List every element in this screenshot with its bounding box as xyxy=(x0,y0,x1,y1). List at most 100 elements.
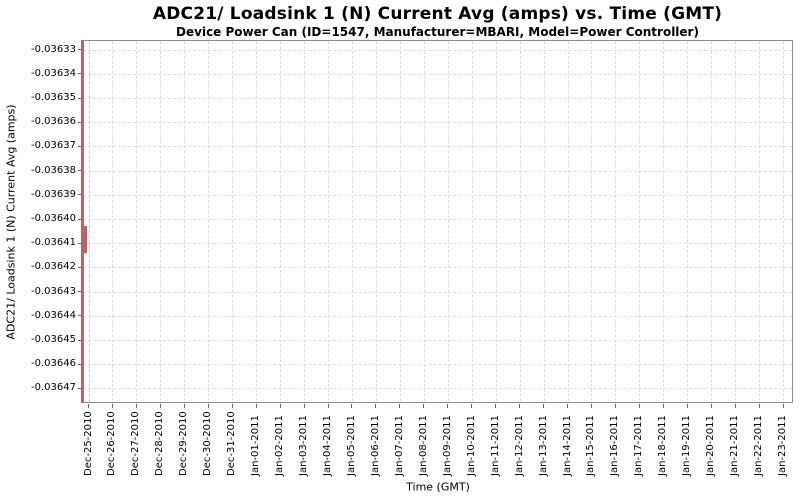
x-tick-label: Jan-18-2011 xyxy=(657,415,669,476)
x-tick-mark xyxy=(734,404,736,408)
y-tick-mark xyxy=(78,291,82,293)
x-tick-label: Jan-04-2011 xyxy=(322,415,333,476)
grid-line-v xyxy=(328,41,329,402)
plot-area xyxy=(82,40,793,403)
x-tick-mark xyxy=(447,404,449,408)
series-line xyxy=(81,40,84,403)
x-tick-label: Dec-25-2010 xyxy=(82,411,94,476)
x-tick-mark xyxy=(351,404,353,408)
x-axis-title: Time (GMT) xyxy=(406,480,470,494)
grid-line-h xyxy=(83,219,792,221)
x-tick-mark xyxy=(782,404,784,408)
grid-line-v xyxy=(495,41,497,402)
x-tick-label: Dec-26-2010 xyxy=(106,411,118,476)
x-tick-label: Jan-23-2011 xyxy=(777,415,789,476)
x-tick-mark xyxy=(471,404,473,408)
x-tick-mark xyxy=(662,404,664,408)
grid-line-v xyxy=(735,41,737,402)
x-tick-label: Jan-15-2011 xyxy=(585,415,597,476)
x-tick-label: Dec-27-2010 xyxy=(130,411,142,476)
grid-line-h xyxy=(83,315,792,317)
y-tick-mark xyxy=(78,194,82,196)
y-tick-label: -0.03643 xyxy=(31,285,76,297)
x-tick-mark xyxy=(495,404,497,408)
grid-line-v xyxy=(591,41,593,402)
x-tick-label: Jan-12-2011 xyxy=(513,415,525,476)
grid-line-v xyxy=(423,41,425,402)
y-tick-mark xyxy=(78,218,82,220)
x-tick-mark xyxy=(231,404,233,408)
grid-line-v xyxy=(471,41,473,402)
x-tick-mark xyxy=(519,404,521,408)
x-tick-mark xyxy=(375,404,377,408)
grid-line-v xyxy=(112,41,114,402)
chart-title: ADC21/ Loadsink 1 (N) Current Avg (amps)… xyxy=(152,4,723,24)
y-tick-mark xyxy=(78,49,82,51)
grid-line-v xyxy=(136,41,138,402)
y-tick-label: -0.03646 xyxy=(31,358,76,370)
grid-line-h xyxy=(83,291,792,293)
grid-line-h xyxy=(83,364,792,366)
grid-line-v xyxy=(160,41,162,402)
grid-line-v xyxy=(759,41,761,402)
x-tick-label: Dec-29-2010 xyxy=(178,411,190,476)
grid-line-v xyxy=(687,41,689,402)
x-tick-mark xyxy=(159,404,161,408)
grid-line-h xyxy=(83,146,792,148)
x-tick-label: Dec-30-2010 xyxy=(202,411,214,476)
grid-line-h xyxy=(83,194,792,196)
x-tick-label: Jan-19-2011 xyxy=(681,415,693,476)
x-tick-label: Jan-02-2011 xyxy=(274,415,286,476)
x-tick-label: Jan-10-2011 xyxy=(465,415,477,476)
x-tick-label: Jan-01-2011 xyxy=(250,415,262,476)
y-tick-mark xyxy=(78,73,82,75)
x-tick-mark xyxy=(638,404,640,408)
grid-line-v xyxy=(304,41,306,402)
x-tick-label: Jan-09-2011 xyxy=(441,415,453,476)
y-tick-mark xyxy=(78,315,82,317)
x-tick-mark xyxy=(279,404,281,408)
y-tick-mark xyxy=(78,363,82,365)
x-tick-label: Jan-22-2011 xyxy=(753,415,765,476)
y-tick-label: -0.03636 xyxy=(31,116,76,128)
series-dense-band xyxy=(81,226,87,253)
y-tick-label: -0.03637 xyxy=(31,140,76,152)
y-tick-mark xyxy=(78,339,82,341)
grid-line-h xyxy=(83,98,792,100)
grid-line-v xyxy=(711,41,713,402)
grid-line-v xyxy=(232,41,234,402)
grid-line-v xyxy=(567,41,569,402)
x-tick-mark xyxy=(207,404,209,408)
y-tick-mark xyxy=(78,121,82,123)
grid-line-v xyxy=(88,41,90,402)
y-tick-mark xyxy=(78,266,82,268)
x-tick-label: Jan-17-2011 xyxy=(633,415,645,476)
y-tick-label: -0.03634 xyxy=(31,67,76,79)
grid-line-h xyxy=(83,122,792,124)
x-tick-mark xyxy=(423,404,425,408)
x-tick-mark xyxy=(88,404,89,408)
y-tick-label: -0.03647 xyxy=(31,382,76,394)
grid-line-v xyxy=(783,41,785,402)
x-tick-label: Jan-21-2011 xyxy=(729,415,741,476)
grid-line-h xyxy=(83,388,792,390)
x-tick-mark xyxy=(111,404,113,408)
chart-subtitle: Device Power Can (ID=1547, Manufacturer=… xyxy=(176,25,699,39)
y-tick-label: -0.03633 xyxy=(31,43,76,55)
grid-line-v xyxy=(615,41,617,402)
x-tick-label: Jan-14-2011 xyxy=(561,415,573,476)
grid-line-h xyxy=(83,267,792,269)
grid-line-v xyxy=(256,41,258,402)
y-tick-mark xyxy=(78,97,82,99)
y-tick-mark xyxy=(78,242,82,244)
grid-line-v xyxy=(447,41,449,402)
y-tick-mark xyxy=(78,170,82,172)
grid-line-v xyxy=(663,41,665,402)
x-tick-mark xyxy=(686,404,688,408)
x-tick-mark xyxy=(183,404,185,408)
grid-line-h xyxy=(83,73,792,75)
x-tick-mark xyxy=(614,404,616,408)
y-tick-label: -0.03645 xyxy=(31,334,76,346)
grid-line-v xyxy=(351,41,353,402)
x-tick-label: Jan-06-2011 xyxy=(369,415,381,476)
